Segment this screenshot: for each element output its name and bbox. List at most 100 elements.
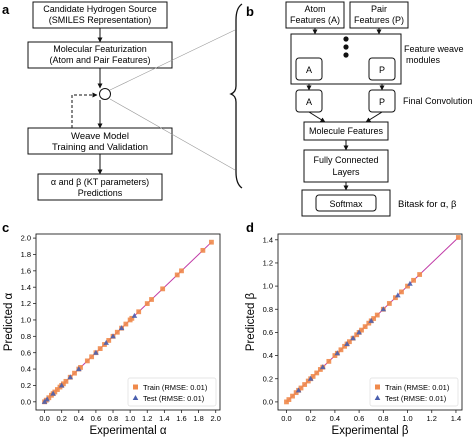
train-point [179, 268, 184, 274]
softmax-label: Softmax [329, 199, 363, 209]
bitask-label: Bitask for α, β [398, 199, 457, 210]
final-convolution-label: Final Convolution [403, 96, 473, 106]
y-tick-label: 1.4 [263, 235, 273, 244]
train-point [359, 327, 364, 333]
atom-features-line1: Atom [304, 4, 325, 14]
train-point [342, 343, 347, 349]
test-point [93, 349, 99, 355]
train-point [52, 389, 58, 395]
train-point [200, 247, 206, 253]
train-point [354, 332, 360, 338]
y-tick-label: 0.2 [21, 381, 31, 390]
train-point [290, 393, 295, 399]
test-point [58, 382, 65, 388]
box-weave-model-line1: Weave Model [71, 131, 129, 142]
test-point [44, 396, 50, 402]
test-point [295, 387, 302, 393]
train-point [160, 286, 166, 292]
x-tick-label: 1.4 [451, 414, 461, 423]
test-point [344, 341, 350, 346]
train-point [399, 289, 404, 295]
panel-letter-d: d [246, 220, 254, 235]
x-tick-label: 2.0 [211, 414, 221, 423]
test-point [50, 390, 56, 396]
panel-letter-c: c [2, 220, 9, 235]
molecule-features-label: Molecule Features [309, 126, 384, 136]
test-point [395, 292, 401, 298]
atom-features-line2: Features (A) [290, 15, 340, 25]
legend-swatch-train [133, 384, 138, 390]
fully-connected-line1: Fully Connected [313, 155, 378, 165]
test-point [307, 375, 314, 381]
train-point [362, 324, 368, 330]
train-point [393, 295, 398, 301]
scatter-plot-alpha: 0.0 0.2 0.4 0.6 0.8 1.0 1.2 1.4 1.6 1.8 2.0 0.0 0.2 0… [3, 233, 221, 437]
x-tick-label: 1.6 [176, 414, 186, 423]
box-pair-features [349, 1, 409, 29]
train-point [78, 365, 83, 370]
y-tick-label: 0.0 [21, 397, 31, 406]
legend-swatch-test [132, 395, 139, 400]
box-predictions [37, 173, 163, 201]
test-point [118, 325, 125, 331]
legend-box [127, 377, 217, 407]
train-point [298, 385, 304, 391]
train-point [366, 320, 372, 326]
ellipsis-dot-2 [343, 44, 349, 50]
x-axis-label: Experimental β [332, 425, 409, 437]
feature-weave-label-line2: modules [406, 55, 441, 65]
train-point [46, 395, 52, 401]
y-tick-label: 1.4 [21, 283, 31, 292]
legend-label: Train (RMSE: 0.01) [143, 383, 208, 392]
plot-frame [277, 233, 463, 411]
box-predictions-line1: α and β (KT parameters) [51, 177, 149, 187]
train-point [374, 312, 380, 318]
test-point [334, 350, 341, 356]
test-point [67, 374, 74, 380]
x-tick-label: 1.2 [142, 414, 152, 423]
ellipsis-dot-1 [343, 36, 349, 42]
box-featurization [27, 41, 173, 69]
test-point [380, 306, 387, 312]
y-tick-label: 0.6 [263, 328, 273, 337]
train-point [136, 309, 142, 315]
box-hydrogen-source-line1: Candidate Hydrogen Source [43, 4, 157, 14]
train-point [417, 272, 423, 277]
x-tick-label: 0.8 [108, 414, 118, 423]
x-axis-label: Experimental α [90, 425, 167, 437]
x-tick-label: 0.0 [281, 414, 291, 423]
train-point [326, 358, 332, 364]
train-point [310, 374, 316, 379]
arrow-b-p-merge [365, 111, 383, 123]
y-axis-label: Predicted β [245, 292, 257, 351]
train-point [314, 370, 320, 376]
legend-label: Test (RMSE: 0.01) [385, 394, 447, 403]
y-tick-label: 0.2 [263, 374, 273, 383]
legend-label: Train (RMSE: 0.01) [385, 383, 450, 392]
x-tick-label: 1.0 [125, 414, 135, 423]
train-point [347, 339, 352, 345]
y-tick-label: 0.0 [263, 397, 273, 406]
x-tick-label: 1.0 [402, 414, 412, 423]
panel-letter-a: a [2, 2, 10, 17]
x-tick-label: 0.4 [330, 414, 340, 423]
train-point [63, 378, 69, 384]
test-point [356, 329, 362, 335]
plot-frame [35, 233, 221, 411]
test-point [110, 333, 116, 339]
train-point [84, 358, 90, 364]
x-tick-label: 0.0 [39, 414, 49, 423]
panel-a: a Candidate Hydrogen Source (SMILES Repr… [2, 1, 236, 201]
x-tick-label: 0.6 [354, 414, 364, 423]
pair-features-line1: Pair [371, 4, 387, 14]
box-weave-model-line2: Training and Validation [52, 142, 148, 153]
test-point [103, 339, 109, 345]
arrow-b-a-merge [308, 111, 326, 123]
legend-label: Test (RMSE: 0.01) [143, 394, 205, 403]
legend-box [369, 377, 459, 407]
train-point [284, 399, 289, 405]
train-point [305, 378, 311, 384]
y-tick-label: 1.2 [263, 259, 273, 268]
y-tick-label: 1.0 [21, 316, 31, 325]
